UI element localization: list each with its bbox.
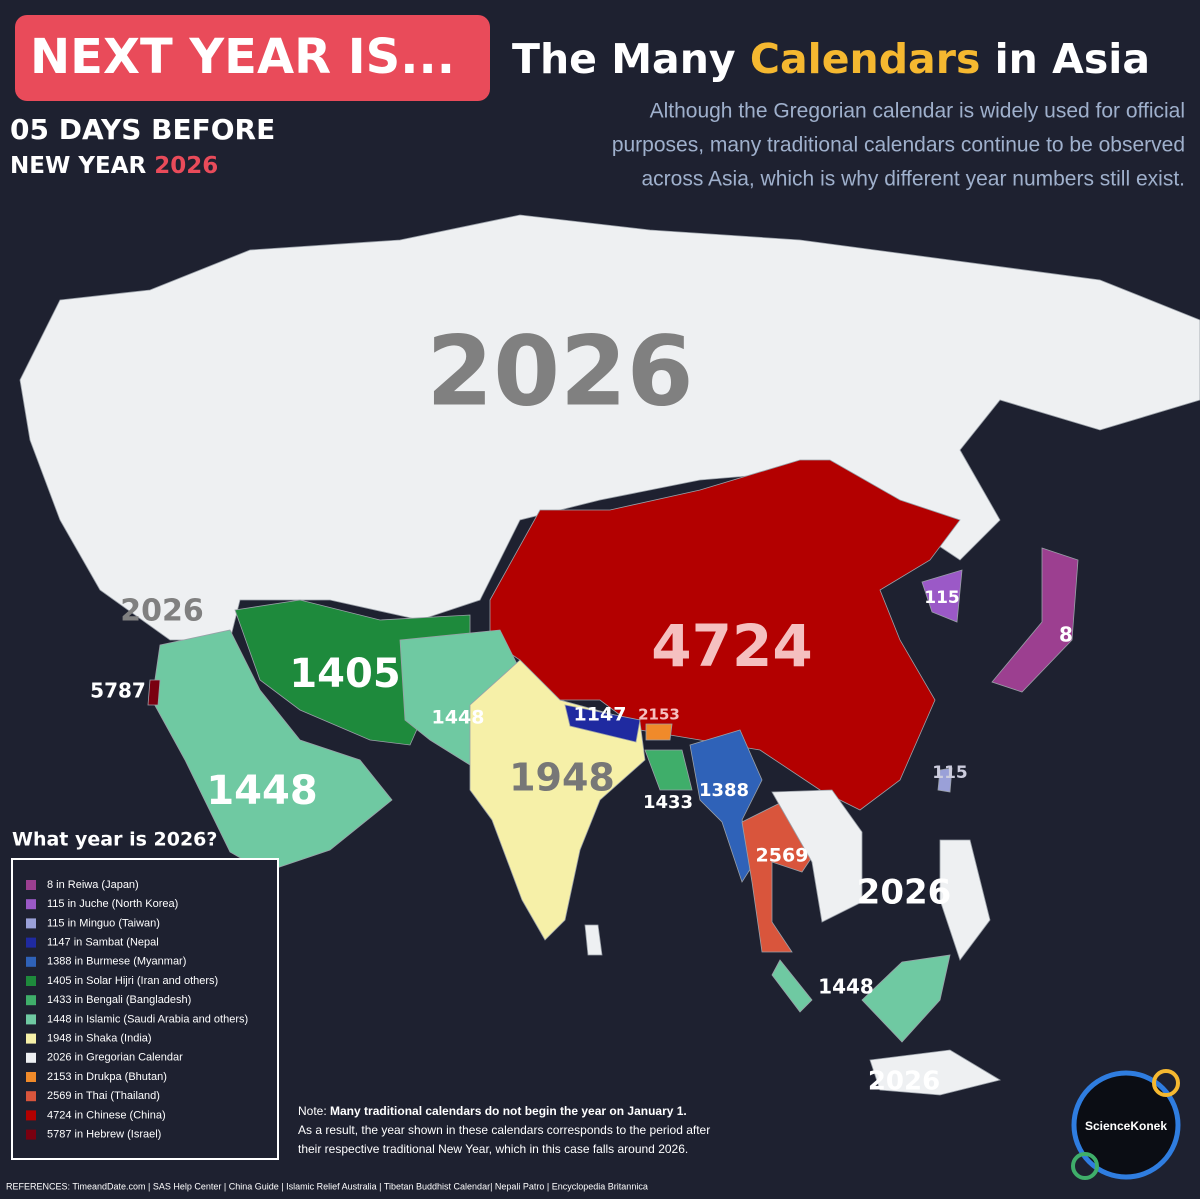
map-label: 8: [1059, 623, 1073, 647]
legend-title: What year is 2026?: [12, 829, 217, 851]
legend-swatch: [26, 1033, 36, 1044]
legend-swatch: [26, 1072, 36, 1082]
legend-swatch: [26, 937, 36, 948]
map-label: 1448: [206, 768, 317, 814]
region: [869, 1049, 1002, 1096]
legend-swatch: [26, 995, 36, 1006]
note-bold: Many traditional calendars do not begin …: [330, 1104, 687, 1118]
subtitle-line: purposes, many traditional calendars con…: [612, 134, 1185, 157]
region: [771, 959, 813, 1013]
region: [147, 679, 161, 706]
legend-label: 2153 in Drukpa (Bhutan): [47, 1071, 167, 1083]
map: [19, 214, 1200, 1096]
legend-label: 2569 in Thai (Thailand): [47, 1090, 160, 1102]
region: [937, 767, 953, 793]
region: [584, 924, 603, 956]
countdown-text: NEW YEAR: [10, 153, 154, 179]
brand-logo: [1152, 1069, 1180, 1097]
legend-swatch: [26, 956, 36, 967]
region: [771, 789, 863, 923]
region: [861, 954, 951, 1043]
subtitle: Although the Gregorian calendar is widel…: [612, 100, 1185, 191]
legend-label: 115 in Juche (North Korea): [47, 898, 178, 910]
legend-swatch: [26, 1129, 36, 1140]
map-label: 2153: [638, 706, 680, 724]
region: [644, 749, 693, 791]
map-label: 1448: [432, 707, 485, 729]
legend-label: 1405 in Solar Hijri (Iran and others): [47, 975, 218, 987]
map-label: 1448: [818, 975, 874, 999]
region: [921, 569, 963, 623]
note: their respective traditional New Year, w…: [298, 1142, 688, 1156]
legend-label: 1147 in Sambat (Nepal: [47, 937, 159, 949]
subtitle-line: Although the Gregorian calendar is widel…: [650, 100, 1185, 123]
legend-label: 2026 in Gregorian Calendar: [47, 1052, 183, 1064]
legend-label: 1433 in Bengali (Bangladesh): [47, 994, 191, 1006]
legend-swatch: [26, 918, 36, 929]
legend-label: 4724 in Chinese (China): [47, 1109, 166, 1121]
map-label: 115: [932, 763, 968, 783]
legend-label: 1448 in Islamic (Saudi Arabia and others…: [47, 1013, 248, 1025]
map-labels: 2026 2026 5787 1405 1448 1448 1948 4724 …: [90, 315, 1073, 1096]
note: As a result, the year shown in these cal…: [298, 1123, 710, 1137]
legend-swatch: [26, 880, 36, 890]
title-start: The Many: [512, 35, 750, 83]
title: The Many Calendars in Asia: [512, 35, 1150, 83]
region: [564, 704, 641, 743]
legend-label: 1948 in Shaka (India): [47, 1033, 152, 1045]
note: Note: Many traditional calendars do not …: [298, 1104, 687, 1118]
map-label: 2569: [756, 845, 809, 867]
legend-swatch: [26, 976, 36, 986]
map-label: 2026: [868, 1067, 940, 1097]
map-label: 2026: [426, 315, 693, 427]
brand: ScienceKonek: [1085, 1119, 1167, 1133]
title-highlight: Calendars: [750, 35, 980, 83]
map-label: 1405: [289, 651, 400, 697]
note-lead: Note:: [298, 1104, 330, 1118]
countdown: NEW YEAR 2026: [10, 153, 218, 179]
legend-swatch: [26, 1014, 36, 1025]
legend-swatch: [26, 899, 36, 910]
legend-label: 5787 in Hebrew (Israel): [47, 1129, 161, 1141]
map-label: 2026: [857, 873, 952, 913]
legend: 8 in Reiwa (Japan) 115 in Juche (North Ko…: [26, 879, 248, 1141]
countdown-year: 2026: [154, 153, 218, 179]
legend-label: 1388 in Burmese (Myanmar): [47, 956, 186, 968]
map-label: 1147: [574, 704, 627, 726]
region: [991, 547, 1079, 693]
map-label: 4724: [651, 612, 812, 680]
map-label: 1388: [699, 780, 749, 801]
badge: [15, 15, 490, 101]
subtitle-line: across Asia, which is why different year…: [642, 168, 1186, 191]
legend-swatch: [26, 1091, 36, 1102]
legend-swatch: [26, 1110, 36, 1121]
legend-swatch: [26, 1052, 36, 1063]
map-label: 1948: [509, 756, 615, 800]
region: [939, 839, 991, 961]
region: [489, 459, 961, 811]
legend-label: 115 in Minguo (Taiwan): [47, 917, 160, 929]
title-end: in Asia: [980, 35, 1150, 83]
badge-text: NEXT YEAR IS...: [30, 29, 455, 85]
map-label: 2026: [120, 594, 204, 629]
region: [151, 629, 393, 873]
region: [645, 723, 673, 741]
countdown: 05 DAYS BEFORE: [10, 113, 275, 146]
brand-logo: [1071, 1152, 1099, 1180]
references: REFERENCES: TimeandDate.com | SAS Help C…: [6, 1181, 648, 1191]
map-label: 1433: [643, 792, 693, 813]
legend-box: [11, 858, 279, 1160]
legend-label: 8 in Reiwa (Japan): [47, 879, 139, 891]
map-label: 5787: [90, 679, 146, 703]
map-label: 115: [924, 588, 960, 608]
brand-logo: [1071, 1070, 1181, 1180]
